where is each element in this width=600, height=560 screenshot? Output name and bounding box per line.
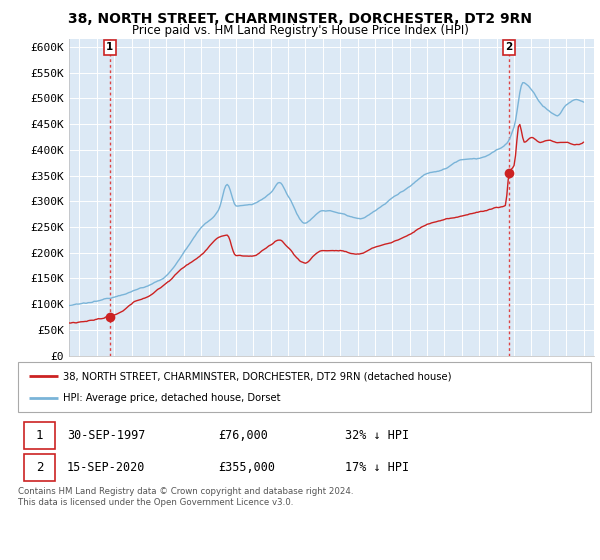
Text: 30-SEP-1997: 30-SEP-1997 bbox=[67, 429, 145, 442]
Text: 38, NORTH STREET, CHARMINSTER, DORCHESTER, DT2 9RN (detached house): 38, NORTH STREET, CHARMINSTER, DORCHESTE… bbox=[62, 371, 451, 381]
Text: 32% ↓ HPI: 32% ↓ HPI bbox=[344, 429, 409, 442]
Text: £76,000: £76,000 bbox=[218, 429, 268, 442]
Text: 38, NORTH STREET, CHARMINSTER, DORCHESTER, DT2 9RN: 38, NORTH STREET, CHARMINSTER, DORCHESTE… bbox=[68, 12, 532, 26]
Text: 2: 2 bbox=[506, 42, 513, 52]
Text: 17% ↓ HPI: 17% ↓ HPI bbox=[344, 461, 409, 474]
Bar bbox=[24, 422, 55, 449]
Text: 2: 2 bbox=[36, 461, 43, 474]
Bar bbox=[24, 454, 55, 481]
Text: HPI: Average price, detached house, Dorset: HPI: Average price, detached house, Dors… bbox=[62, 393, 280, 403]
Text: Contains HM Land Registry data © Crown copyright and database right 2024.
This d: Contains HM Land Registry data © Crown c… bbox=[18, 487, 353, 507]
Text: £355,000: £355,000 bbox=[218, 461, 275, 474]
Text: 1: 1 bbox=[106, 42, 113, 52]
Text: Price paid vs. HM Land Registry's House Price Index (HPI): Price paid vs. HM Land Registry's House … bbox=[131, 24, 469, 36]
Text: 1: 1 bbox=[36, 429, 43, 442]
Text: 15-SEP-2020: 15-SEP-2020 bbox=[67, 461, 145, 474]
